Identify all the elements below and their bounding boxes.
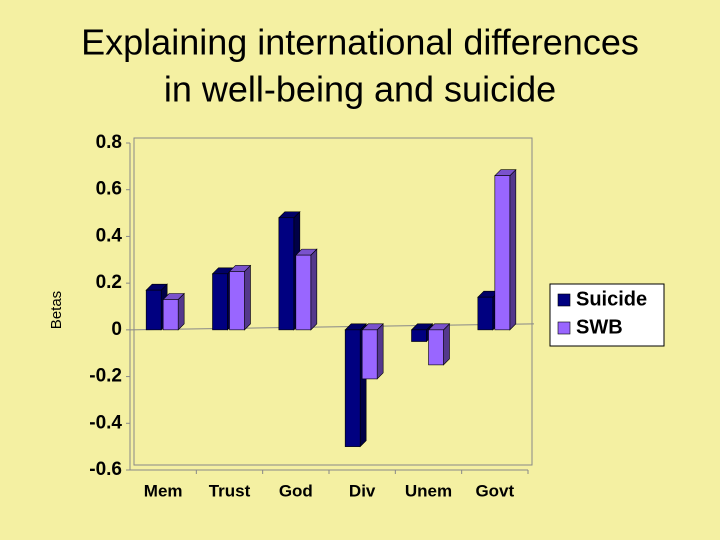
bar: [162, 299, 179, 331]
bar: [361, 329, 378, 380]
x-tick-label: Trust: [209, 481, 251, 500]
bar: [344, 329, 361, 447]
legend-label: SWB: [576, 316, 623, 338]
y-tick-label: 0.6: [96, 179, 122, 200]
y-tick-label: 0.4: [96, 225, 123, 246]
bar: [145, 289, 162, 331]
bar-side: [244, 264, 251, 331]
bar: [477, 296, 494, 331]
y-tick-label: -0.6: [89, 459, 122, 480]
y-tick-label: -0.4: [89, 412, 122, 433]
legend-swatch: [557, 293, 571, 307]
legend-label: Suicide: [576, 288, 647, 310]
y-tick-label: 0.2: [96, 272, 122, 293]
y-tick-label: 0.8: [96, 132, 122, 153]
bar: [411, 329, 427, 342]
bar-side: [376, 323, 384, 380]
plot-wall: [133, 137, 533, 466]
bar: [295, 254, 312, 331]
bar: [428, 329, 444, 366]
x-tick-label: Unem: [405, 481, 452, 500]
x-tick-label: Mem: [144, 481, 183, 500]
bar-side: [310, 248, 318, 331]
y-tick-label: 0: [111, 319, 122, 340]
x-tick-label: Div: [349, 481, 376, 500]
y-tick-label: -0.2: [89, 366, 122, 387]
chart-title: Explaining international differences: [81, 22, 639, 63]
bar: [278, 217, 295, 331]
bar: [229, 271, 245, 331]
bar: [494, 175, 511, 331]
bar-side: [509, 168, 517, 331]
y-axis-label: Betas: [48, 291, 65, 329]
legend-swatch: [557, 321, 571, 335]
x-tick-label: Govt: [475, 481, 514, 500]
x-tick-label: God: [279, 481, 313, 500]
zero-line: [129, 323, 535, 331]
bar-side: [443, 323, 450, 366]
bar: [212, 273, 228, 331]
chart-title: in well-being and suicide: [164, 69, 556, 110]
